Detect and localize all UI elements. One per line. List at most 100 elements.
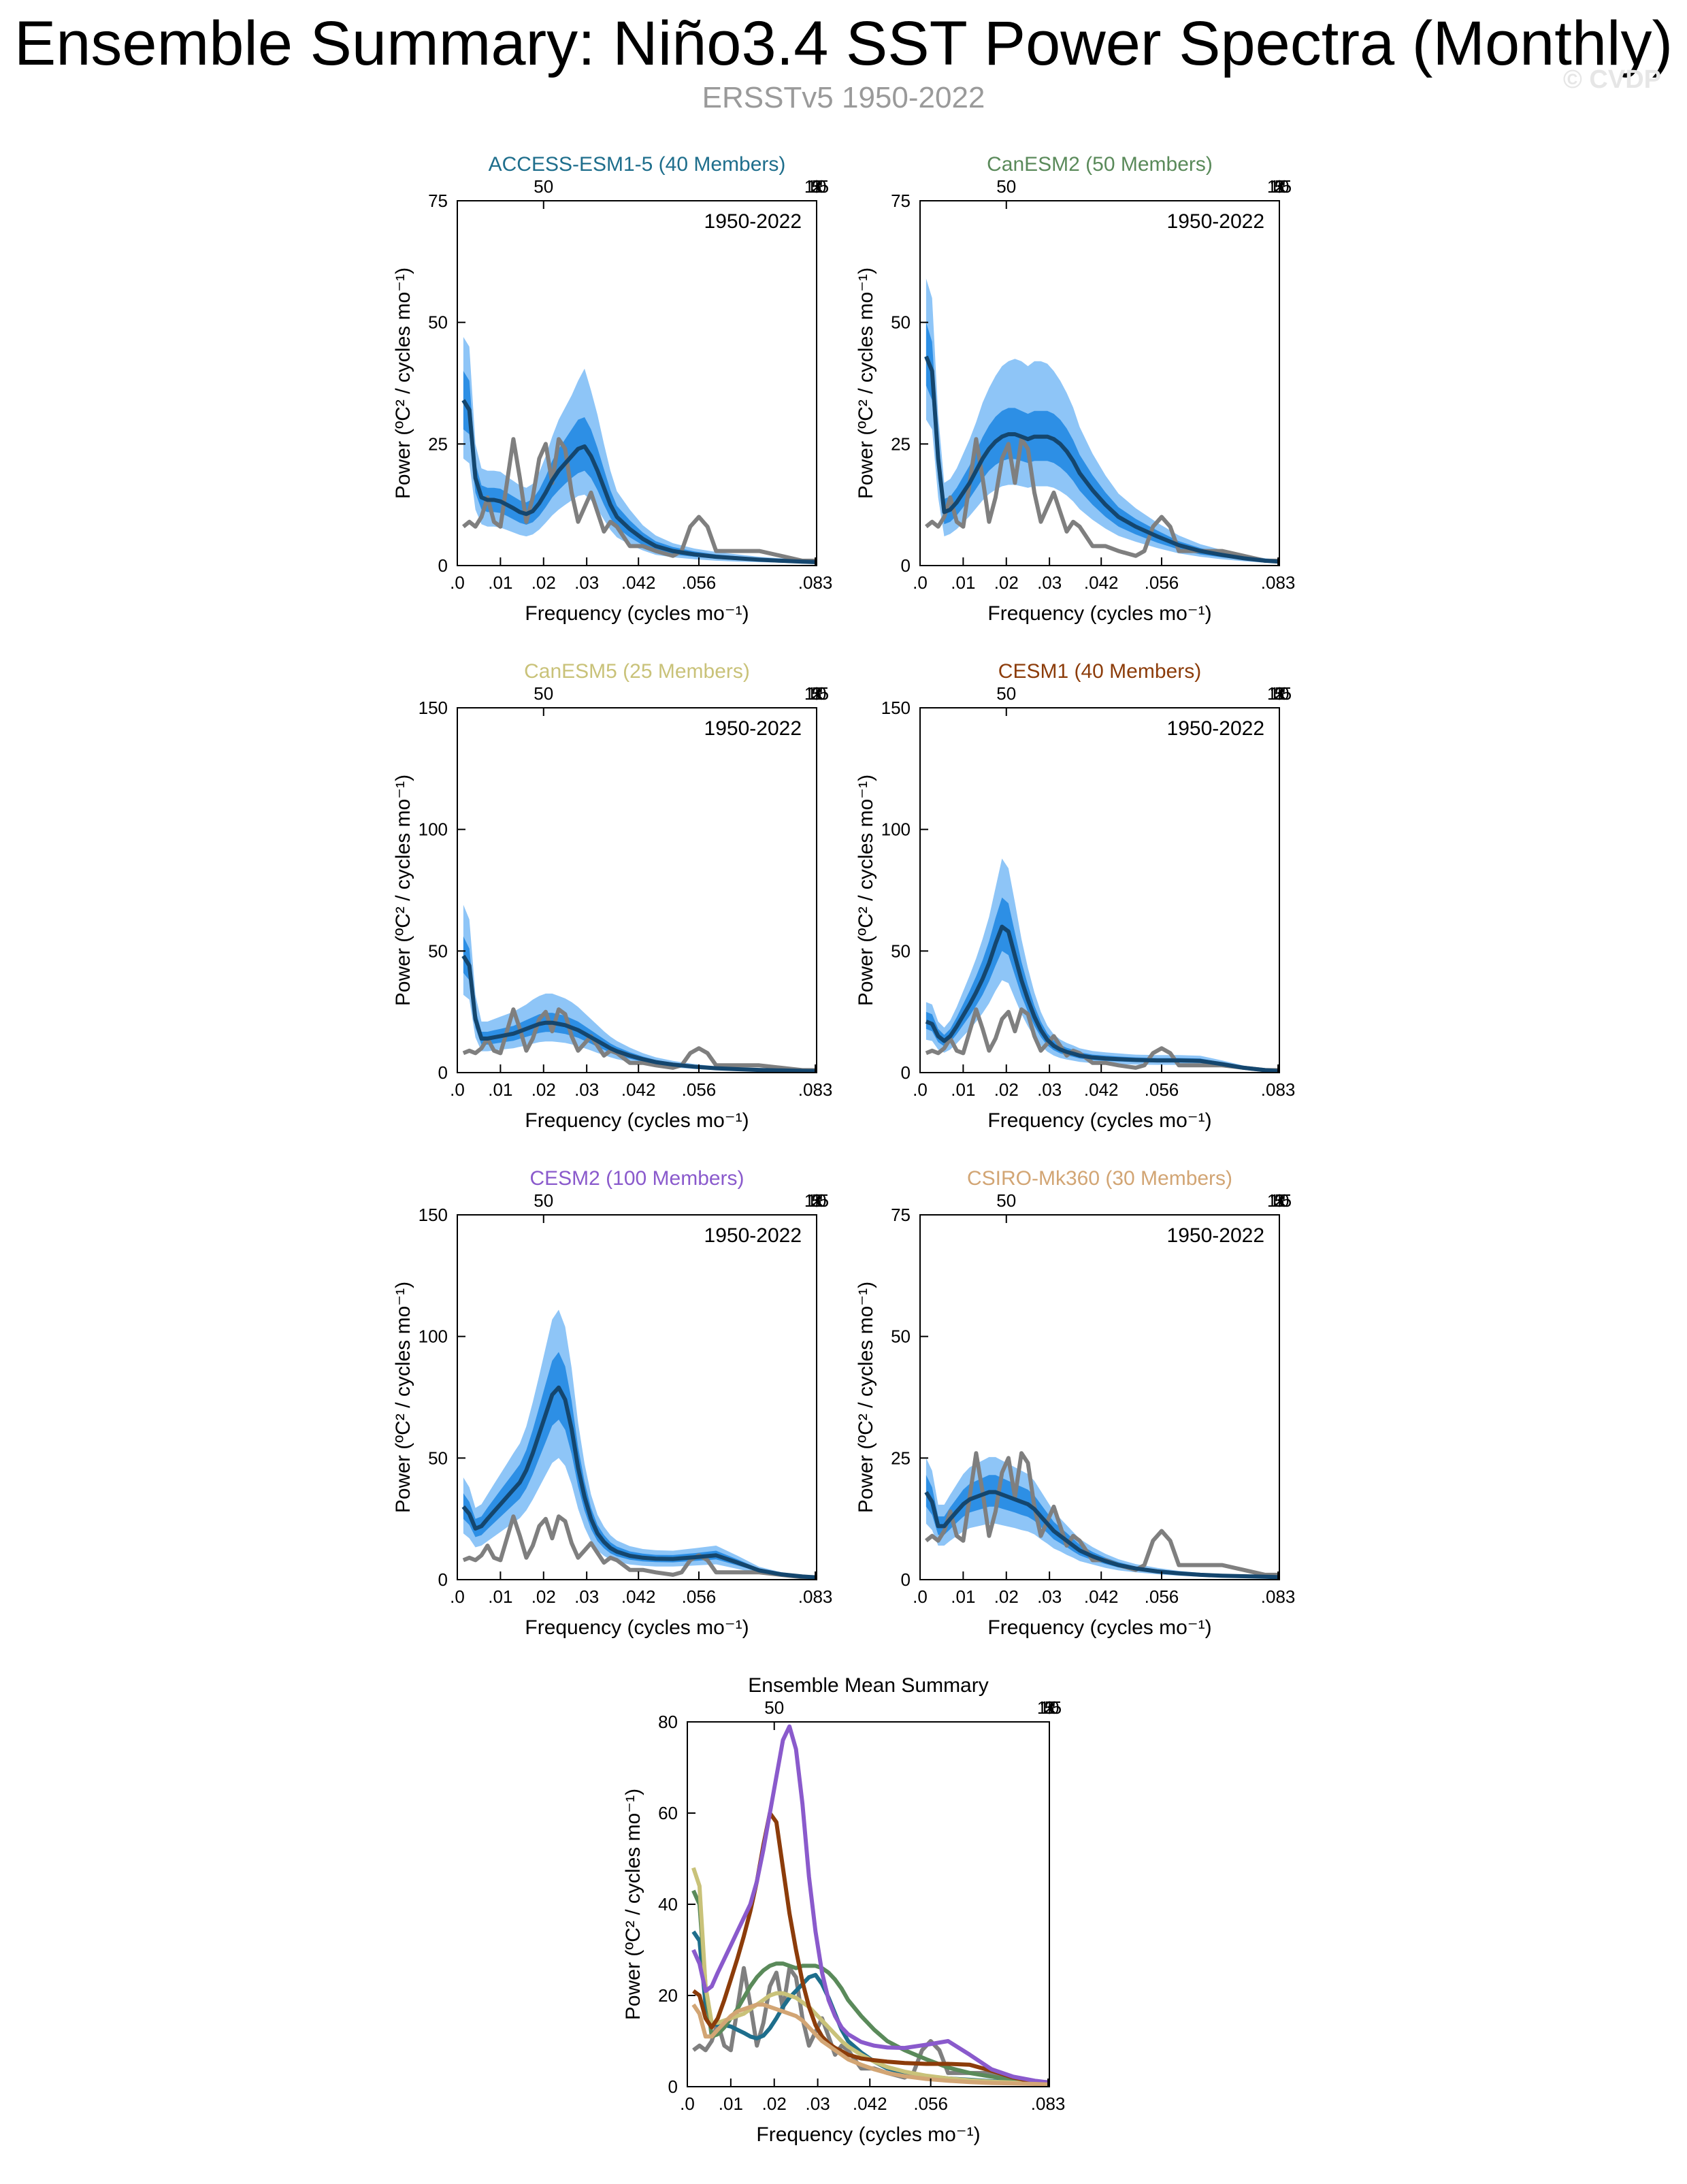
y-tick-label: 0 — [901, 1062, 911, 1083]
period-tick-label: 50 — [764, 1697, 784, 1718]
x-tick-label: .042 — [1084, 1079, 1119, 1100]
period-tick-label: 10 — [1270, 683, 1290, 704]
x-tick-label: .01 — [488, 572, 512, 593]
x-tick-label: .0 — [913, 1586, 928, 1607]
period-tick-label: 1.5 — [804, 683, 829, 704]
y-tick-label: 50 — [428, 312, 448, 333]
y-tick-label: 100 — [881, 819, 911, 840]
plot-frame — [919, 1214, 1280, 1580]
x-tick-label: .03 — [806, 2093, 830, 2114]
period-tick-label: 5 — [1275, 1190, 1284, 1211]
x-tick-label: .02 — [762, 2093, 787, 2114]
plot-area — [924, 1451, 1279, 1580]
period-tick-label: 2 — [812, 683, 821, 704]
x-tick-label: .083 — [798, 572, 833, 593]
x-tick-label: .0 — [450, 1079, 465, 1100]
period-tick-label: 1 — [812, 176, 821, 197]
outer-spread-band — [463, 904, 817, 1072]
panel-3: 0 50 100 150 .0 .01 .02 .03 .042 .056 .083 50 105321… — [855, 660, 1295, 1132]
plot-area — [461, 1309, 817, 1580]
x-axis-label: Frequency (cycles mo⁻¹) — [987, 602, 1211, 625]
period-tick-label: 10 — [807, 683, 827, 704]
period-tick-label: 2 — [1275, 176, 1284, 197]
period-tick-label: 50 — [996, 1190, 1016, 1211]
observed-spectrum-line — [925, 1451, 1279, 1577]
x-tick-label: .0 — [450, 572, 465, 593]
x-tick-label: .056 — [1145, 1079, 1179, 1100]
y-tick-label: 50 — [428, 1448, 448, 1468]
ensemble-mean-line — [925, 924, 1279, 1073]
y-axis-label: Power (ºC² / cycles mo⁻¹) — [392, 267, 414, 499]
period-tick-label: 3 — [812, 683, 821, 704]
y-tick-label: 100 — [419, 819, 448, 840]
x-axis-label: Frequency (cycles mo⁻¹) — [525, 1109, 749, 1132]
period-tick-label: 2 — [1275, 1190, 1284, 1211]
y-tick-label: 50 — [891, 1326, 911, 1347]
period-tick-label: 3 — [1275, 176, 1284, 197]
x-tick-label: .056 — [682, 572, 717, 593]
panel-1: 0 25 50 75 .0 .01 .02 .03 .042 .056 .083 50 105321.5… — [855, 153, 1295, 625]
x-tick-label: .01 — [951, 572, 975, 593]
period-tick-label: 1.5 — [1037, 1697, 1062, 1718]
x-tick-label: .083 — [1031, 2093, 1066, 2114]
page-subtitle: ERSSTv5 1950-2022 — [702, 81, 985, 114]
y-tick-label: 0 — [901, 555, 911, 576]
x-tick-label: .01 — [951, 1586, 975, 1607]
outer-spread-band — [463, 337, 817, 564]
inner-spread-band — [926, 897, 1279, 1072]
y-tick-label: 80 — [658, 1712, 678, 1732]
x-tick-label: .03 — [574, 1586, 599, 1607]
y-tick-label: 25 — [428, 434, 448, 454]
x-tick-label: .083 — [1261, 572, 1296, 593]
y-tick-label: 0 — [668, 2076, 678, 2097]
y-tick-label: 150 — [419, 1205, 448, 1225]
y-axis-label: Power (ºC² / cycles mo⁻¹) — [855, 1282, 877, 1513]
plot-frame — [919, 200, 1280, 566]
period-tick-label: 1 — [1045, 1697, 1054, 1718]
x-axis-label: Frequency (cycles mo⁻¹) — [987, 1109, 1211, 1132]
outer-spread-band — [463, 1309, 817, 1578]
x-tick-label: .083 — [798, 1079, 833, 1100]
period-tick-label: 2 — [812, 176, 821, 197]
x-tick-label: .01 — [951, 1079, 975, 1100]
period-tick-label: 5 — [1045, 1697, 1054, 1718]
y-tick-label: 50 — [891, 312, 911, 333]
inner-spread-band — [463, 936, 817, 1072]
plot-frame — [919, 707, 1280, 1073]
period-label: 1950-2022 — [704, 210, 802, 233]
period-tick-label: 5 — [812, 1190, 821, 1211]
y-axis-label: Power (ºC² / cycles mo⁻¹) — [855, 775, 877, 1006]
copyright-watermark: © CVDP — [1562, 65, 1661, 94]
y-tick-label: 0 — [438, 1569, 448, 1590]
x-tick-label: .02 — [994, 572, 1019, 593]
panel-5: 0 25 50 75 .0 .01 .02 .03 .042 .056 .083 50 105321.5… — [855, 1167, 1295, 1639]
y-axis-label: Power (ºC² / cycles mo⁻¹) — [392, 1282, 414, 1513]
ensemble-mean-line — [461, 1385, 817, 1580]
panel-title: CanESM2 (50 Members) — [987, 153, 1213, 176]
period-tick-label: 10 — [807, 176, 827, 197]
inner-spread-band — [463, 1352, 817, 1578]
period-tick-label: 1 — [1275, 176, 1284, 197]
y-axis-label: Power (ºC² / cycles mo⁻¹) — [392, 775, 414, 1006]
y-tick-label: 75 — [428, 191, 448, 211]
x-axis-label: Frequency (cycles mo⁻¹) — [525, 602, 749, 625]
x-tick-label: .02 — [994, 1079, 1019, 1100]
x-tick-label: .03 — [1037, 572, 1062, 593]
x-tick-label: .03 — [574, 1079, 599, 1100]
period-tick-label: 1 — [1275, 683, 1284, 704]
x-tick-label: .042 — [621, 1586, 656, 1607]
period-tick-label: 1 — [812, 683, 821, 704]
x-tick-label: .056 — [1145, 1586, 1179, 1607]
y-tick-label: 25 — [891, 1448, 911, 1468]
plot-area — [461, 337, 817, 564]
model-mean-line-4 — [691, 1724, 1049, 2085]
x-tick-label: .056 — [913, 2093, 948, 2114]
ensemble-mean-line — [924, 355, 1279, 564]
panel-title: CanESM5 (25 Members) — [524, 660, 750, 683]
period-tick-label: 2 — [1275, 683, 1284, 704]
y-tick-label: 40 — [658, 1894, 678, 1914]
x-tick-label: .0 — [680, 2093, 695, 2114]
period-label: 1950-2022 — [704, 1224, 802, 1247]
x-tick-label: .083 — [798, 1586, 833, 1607]
period-tick-label: 3 — [1045, 1697, 1054, 1718]
